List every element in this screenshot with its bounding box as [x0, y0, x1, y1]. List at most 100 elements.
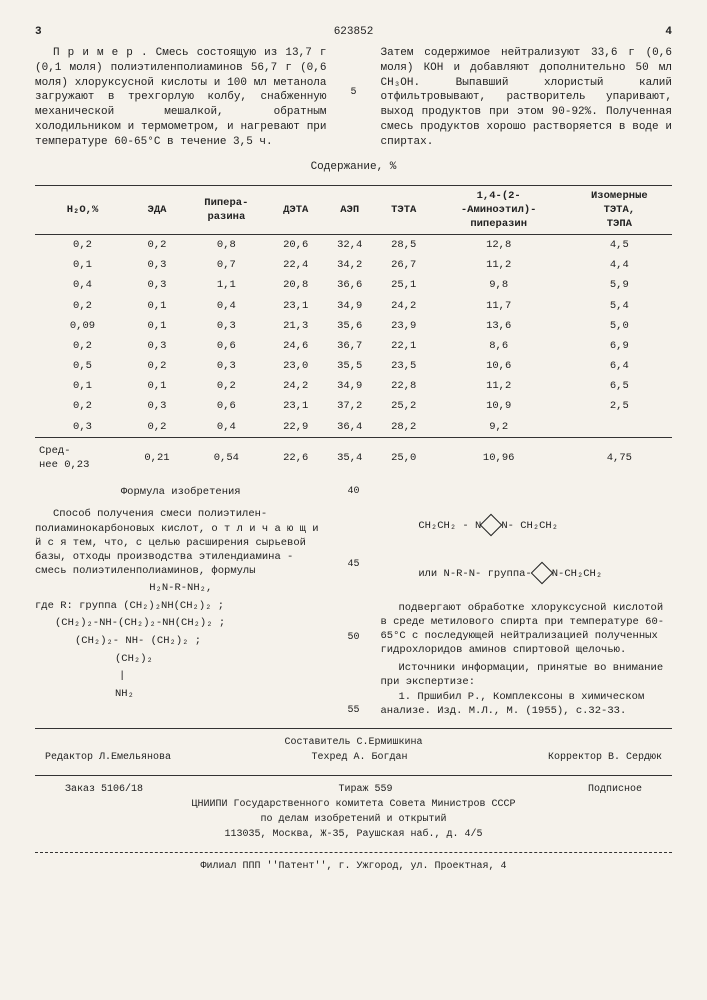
tirage: Тираж 559 — [338, 782, 392, 797]
marker-50: 50 — [347, 631, 359, 645]
table-cell: 22,6 — [269, 437, 323, 475]
table-cell: 0,3 — [130, 275, 184, 295]
th-piperazin: Пипера- разина — [184, 185, 269, 235]
table-cell: 0,4 — [35, 275, 130, 295]
table-cell: 11,7 — [431, 296, 567, 316]
table-cell: 24,2 — [377, 296, 431, 316]
marker-40: 40 — [347, 485, 359, 499]
table-cell: 23,1 — [269, 396, 323, 416]
right-chem-2: или N-R-N- группа-N-CH₂CH₂ — [381, 551, 673, 595]
table-cell: 0,3 — [184, 356, 269, 376]
table-row: 0,090,10,321,335,623,913,65,0 — [35, 316, 672, 336]
chem-l3: (CH₂)₂- NH- (CH₂)₂ ; — [35, 635, 327, 649]
table-cell: 26,7 — [377, 255, 431, 275]
table-cell: 0,2 — [35, 235, 130, 256]
table-cell: 25,0 — [377, 437, 431, 475]
chem-l5: NH₂ — [35, 688, 327, 702]
chem-l2: (CH₂)₂-NH-(CH₂)₂-NH(CH₂)₂ ; — [35, 617, 327, 631]
table-cell: 10,9 — [431, 396, 567, 416]
editor: Редактор Л.Емельянова — [45, 750, 171, 765]
th-teta: ТЭТА — [377, 185, 431, 235]
table-cell: 9,2 — [431, 417, 567, 438]
table-row: 0,10,30,722,434,226,711,24,4 — [35, 255, 672, 275]
credits-block: Составитель С.Ермишкина Редактор Л.Емель… — [35, 735, 672, 765]
table-cell: 21,3 — [269, 316, 323, 336]
table-cell: 0,1 — [130, 316, 184, 336]
subscription: Подписное — [588, 782, 642, 797]
th-h2o: Н₂О,% — [35, 185, 130, 235]
formula-left-text: Способ получения смеси полиэтилен-полиам… — [35, 507, 327, 578]
table-cell: 35,6 — [323, 316, 377, 336]
formula-right-col: CH₂CH₂ - NN- CH₂CH₂ или N-R-N- группа-N-… — [381, 485, 673, 718]
table-cell: 0,54 — [184, 437, 269, 475]
th-eda: ЭДА — [130, 185, 184, 235]
table-row: 0,20,20,820,632,428,512,84,5 — [35, 235, 672, 256]
table-cell: 0,1 — [35, 376, 130, 396]
th-deta: ДЭТА — [269, 185, 323, 235]
table-cell: 28,5 — [377, 235, 431, 256]
table-cell: 0,21 — [130, 437, 184, 475]
table-cell: 24,2 — [269, 376, 323, 396]
piperazine-ring-icon — [480, 513, 503, 536]
right-chem-1: CH₂CH₂ - NN- CH₂CH₂ — [381, 503, 673, 547]
table-caption: Содержание, % — [35, 160, 672, 175]
formula-section: Формула изобретения Способ получения сме… — [35, 485, 672, 718]
marker-45: 45 — [347, 558, 359, 572]
table-cell: 4,75 — [567, 437, 672, 475]
table-cell: 0,6 — [184, 396, 269, 416]
table-cell: 0,2 — [130, 235, 184, 256]
table-body: 0,20,20,820,632,428,512,84,50,10,30,722,… — [35, 235, 672, 476]
table-row: 0,50,20,323,035,523,510,66,4 — [35, 356, 672, 376]
formula-left-col: Формула изобретения Способ получения сме… — [35, 485, 327, 718]
table-cell: 0,2 — [184, 376, 269, 396]
table-cell: 0,2 — [130, 356, 184, 376]
table-cell: 34,9 — [323, 376, 377, 396]
table-row: 0,40,31,120,836,625,19,85,9 — [35, 275, 672, 295]
table-cell: 1,1 — [184, 275, 269, 295]
line-markers: 40 45 50 55 — [347, 485, 361, 718]
table-cell: 25,2 — [377, 396, 431, 416]
table-cell: 22,1 — [377, 336, 431, 356]
formula-right-text: подвергают обработке хлоруксусной кислот… — [381, 601, 673, 658]
marker-55: 55 — [347, 704, 359, 718]
table-row: 0,20,10,423,134,924,211,75,4 — [35, 296, 672, 316]
table-cell: 0,1 — [130, 296, 184, 316]
table-cell: 22,9 — [269, 417, 323, 438]
right-paragraph: Затем содержимое нейтрализуют 33,6 г (0,… — [381, 46, 673, 150]
table-cell: 23,1 — [269, 296, 323, 316]
table-cell: 0,3 — [130, 255, 184, 275]
org-line-1: ЦНИИПИ Государственного комитета Совета … — [35, 797, 672, 812]
table-cell: 34,2 — [323, 255, 377, 275]
table-cell: 22,8 — [377, 376, 431, 396]
chem-main: H₂N-R-NH₂, — [35, 582, 327, 596]
table-cell: 0,6 — [184, 336, 269, 356]
page-header: 3 623852 4 — [35, 25, 672, 40]
table-cell: 0,5 — [35, 356, 130, 376]
table-cell: 0,4 — [184, 417, 269, 438]
table-cell: 36,4 — [323, 417, 377, 438]
left-page-no: 3 — [35, 25, 42, 40]
th-aminoethyl: 1,4-(2- -Аминоэтил)- пиперазин — [431, 185, 567, 235]
sources-heading: Источники информации, принятые во вниман… — [381, 661, 673, 689]
table-cell: 6,5 — [567, 376, 672, 396]
table-cell: 36,7 — [323, 336, 377, 356]
table-cell: 10,6 — [431, 356, 567, 376]
table-cell: 24,6 — [269, 336, 323, 356]
table-cell: 6,9 — [567, 336, 672, 356]
table-cell: 0,1 — [130, 376, 184, 396]
tech-editor: Техред А. Богдан — [311, 750, 407, 765]
table-cell: 0,1 — [35, 255, 130, 275]
table-cell: 37,2 — [323, 396, 377, 416]
table-cell: 0,3 — [35, 417, 130, 438]
chem-where: где R: группа (CH₂)₂NH(CH₂)₂ ; — [35, 600, 327, 614]
table-cell: 0,3 — [130, 336, 184, 356]
table-cell: 0,2 — [35, 336, 130, 356]
table-cell: 23,9 — [377, 316, 431, 336]
intro-columns: П р и м е р . Смесь состоящую из 13,7 г … — [35, 46, 672, 150]
table-cell: 0,7 — [184, 255, 269, 275]
table-cell: 34,9 — [323, 296, 377, 316]
table-cell: 9,8 — [431, 275, 567, 295]
table-cell: 28,2 — [377, 417, 431, 438]
org-line-2: по делам изобретений и открытий — [35, 812, 672, 827]
chem-l4: (CH₂)₂ — [35, 653, 327, 667]
